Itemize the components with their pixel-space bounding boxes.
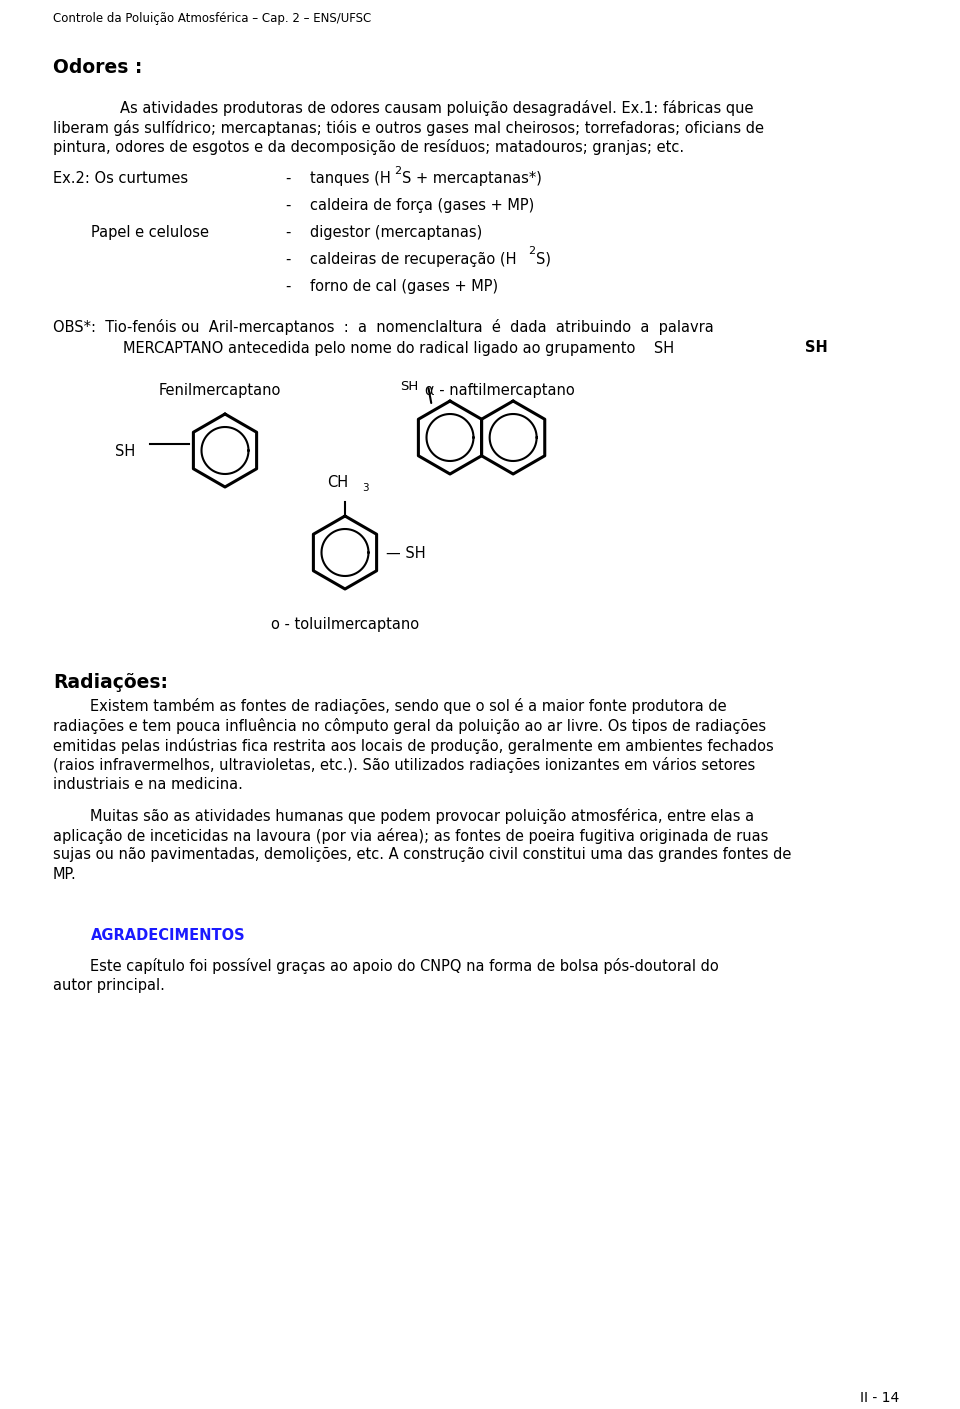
- Text: Radiações:: Radiações:: [53, 672, 168, 692]
- Text: Controle da Poluição Atmosférica – Cap. 2 – ENS/UFSC: Controle da Poluição Atmosférica – Cap. …: [53, 13, 372, 25]
- Text: — SH: — SH: [387, 547, 426, 562]
- Text: autor principal.: autor principal.: [53, 978, 165, 992]
- Text: SH: SH: [400, 379, 419, 393]
- Text: Existem também as fontes de radiações, sendo que o sol é a maior fonte produtora: Existem também as fontes de radiações, s…: [53, 699, 727, 714]
- Text: Este capítulo foi possível graças ao apoio do CNPQ na forma de bolsa pós-doutora: Este capítulo foi possível graças ao apo…: [53, 958, 719, 974]
- Text: pintura, odores de esgotos e da decomposição de resíduos; matadouros; granjas; e: pintura, odores de esgotos e da decompos…: [53, 139, 684, 155]
- Text: MERCAPTANO antecedida pelo nome do radical ligado ao grupamento    SH: MERCAPTANO antecedida pelo nome do radic…: [123, 341, 674, 355]
- Text: OBS*:  Tio-fenóis ou  Aril-mercaptanos  :  a  nomenclaltura  é  dada  atribuindo: OBS*: Tio-fenóis ou Aril-mercaptanos : a…: [53, 318, 713, 335]
- Text: (raios infravermelhos, ultravioletas, etc.). São utilizados radiações ionizantes: (raios infravermelhos, ultravioletas, et…: [53, 757, 756, 774]
- Text: aplicação de inceticidas na lavoura (por via aérea); as fontes de poeira fugitiv: aplicação de inceticidas na lavoura (por…: [53, 827, 768, 844]
- Text: Ex.2: Os curtumes: Ex.2: Os curtumes: [53, 170, 188, 186]
- Text: -: -: [285, 225, 290, 240]
- Text: α - naftilmercaptano: α - naftilmercaptano: [425, 382, 575, 397]
- Text: -: -: [285, 199, 290, 213]
- Text: -: -: [285, 252, 290, 266]
- Text: SH: SH: [805, 341, 828, 355]
- Text: MP.: MP.: [53, 867, 77, 882]
- Text: -: -: [285, 170, 290, 186]
- Text: S + mercaptanas*): S + mercaptanas*): [402, 170, 541, 186]
- Text: Papel e celulose: Papel e celulose: [91, 225, 209, 240]
- Text: SH: SH: [115, 444, 135, 459]
- Text: o - toluilmercaptano: o - toluilmercaptano: [271, 617, 420, 633]
- Text: Odores :: Odores :: [53, 58, 142, 77]
- Text: 2: 2: [395, 165, 401, 176]
- Text: Fenilmercaptano: Fenilmercaptano: [158, 382, 281, 397]
- Text: 3: 3: [362, 483, 369, 493]
- Text: As atividades produtoras de odores causam poluição desagradável. Ex.1: fábricas : As atividades produtoras de odores causa…: [120, 100, 754, 116]
- Text: radiações e tem pouca influência no cômputo geral da poluição ao ar livre. Os ti: radiações e tem pouca influência no cômp…: [53, 719, 766, 734]
- Text: CH: CH: [327, 475, 348, 490]
- Text: II - 14: II - 14: [860, 1391, 900, 1405]
- Text: industriais e na medicina.: industriais e na medicina.: [53, 776, 243, 792]
- Text: Muitas são as atividades humanas que podem provocar poluição atmosférica, entre : Muitas são as atividades humanas que pod…: [53, 807, 755, 824]
- Text: tanques (H: tanques (H: [310, 170, 391, 186]
- Text: digestor (mercaptanas): digestor (mercaptanas): [310, 225, 482, 240]
- Text: caldeiras de recuperação (H: caldeiras de recuperação (H: [310, 252, 516, 266]
- Text: AGRADECIMENTOS: AGRADECIMENTOS: [91, 929, 246, 943]
- Text: -: -: [285, 279, 290, 294]
- Text: S): S): [536, 252, 551, 266]
- Text: 2: 2: [529, 247, 536, 256]
- Text: caldeira de força (gases + MP): caldeira de força (gases + MP): [310, 199, 535, 213]
- Text: emitidas pelas indústrias fica restrita aos locais de produção, geralmente em am: emitidas pelas indústrias fica restrita …: [53, 737, 774, 754]
- Text: forno de cal (gases + MP): forno de cal (gases + MP): [310, 279, 498, 294]
- Text: liberam gás sulfídrico; mercaptanas; tióis e outros gases mal cheirosos; torrefa: liberam gás sulfídrico; mercaptanas; tió…: [53, 120, 764, 135]
- Text: sujas ou não pavimentadas, demolições, etc. A construção civil constitui uma das: sujas ou não pavimentadas, demolições, e…: [53, 847, 791, 862]
